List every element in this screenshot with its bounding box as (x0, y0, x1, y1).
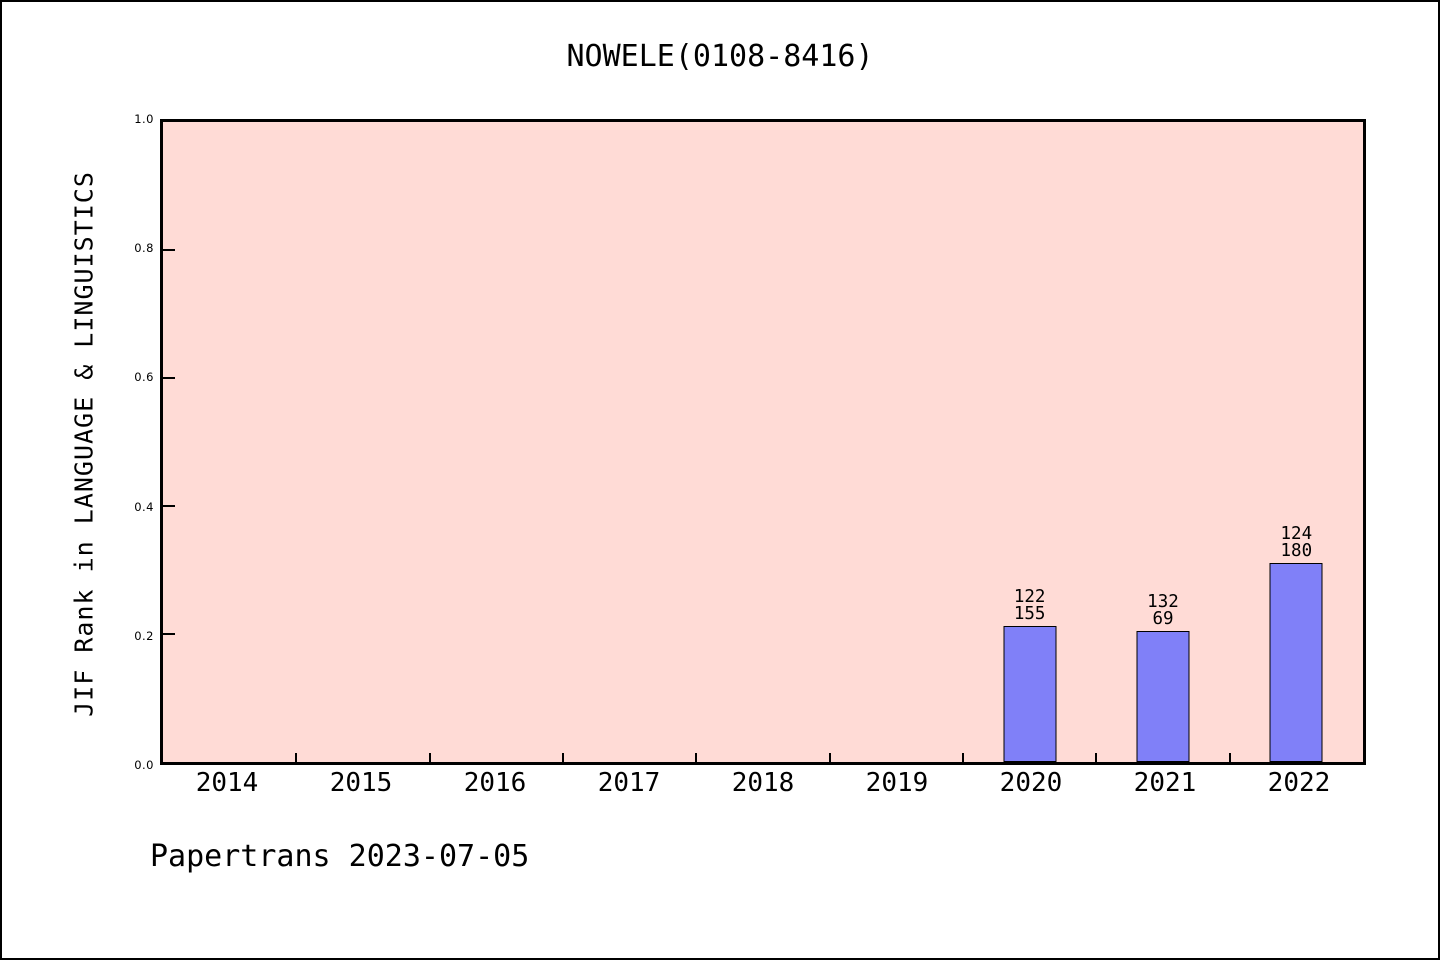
x-axis-tick (828, 753, 831, 762)
x-tick-label: 2022 (1267, 768, 1331, 798)
x-tick-label: 2017 (597, 768, 661, 798)
plot-area: 122 155 132 69 124 180 (160, 119, 1366, 765)
x-tick-label: 2016 (463, 768, 527, 798)
x-tick-label: 2015 (329, 768, 393, 798)
x-axis-tick (561, 753, 564, 762)
y-axis-tick (163, 377, 175, 379)
y-tick-label: 0.4 (134, 499, 154, 514)
x-axis-tick (962, 753, 964, 762)
y-tick-label: 0.0 (134, 758, 154, 772)
bar-2021 (1136, 630, 1190, 762)
x-axis-tick (1228, 753, 1231, 762)
x-tick-label: 2019 (865, 768, 929, 798)
x-axis-tick (695, 753, 698, 762)
x-axis-tick (428, 753, 431, 762)
watermark-footer: Papertrans 2023-07-05 (150, 839, 530, 874)
bar-value-label-2020: 122 155 (1013, 586, 1046, 624)
y-axis-tick-labels: 1.0 0.8 0.6 0.4 0.2 0.0 (2, 112, 154, 772)
bar-2020 (1003, 625, 1057, 762)
chart-title: NOWELE(0108-8416) (566, 39, 874, 74)
y-tick-label: 1.0 (134, 112, 154, 126)
x-tick-label: 2021 (1133, 768, 1197, 798)
bar-value-label-2021: 132 69 (1147, 591, 1179, 629)
x-axis-tick (1095, 753, 1098, 762)
bar-2022 (1269, 562, 1323, 762)
bar-value-label-2022: 124 180 (1280, 523, 1313, 561)
x-axis-tick-labels: 2014 2015 2016 2017 2018 2019 2020 2021 … (160, 768, 1366, 804)
y-axis-tick (163, 249, 175, 251)
y-tick-label: 0.2 (134, 628, 154, 643)
y-axis-tick (163, 505, 175, 507)
x-tick-label: 2014 (195, 768, 259, 798)
y-axis-tick (163, 633, 175, 635)
y-tick-label: 0.8 (134, 241, 154, 256)
x-tick-label: 2020 (999, 768, 1063, 798)
x-axis-tick (295, 753, 298, 762)
x-tick-label: 2018 (731, 768, 795, 798)
y-tick-label: 0.6 (134, 370, 154, 385)
